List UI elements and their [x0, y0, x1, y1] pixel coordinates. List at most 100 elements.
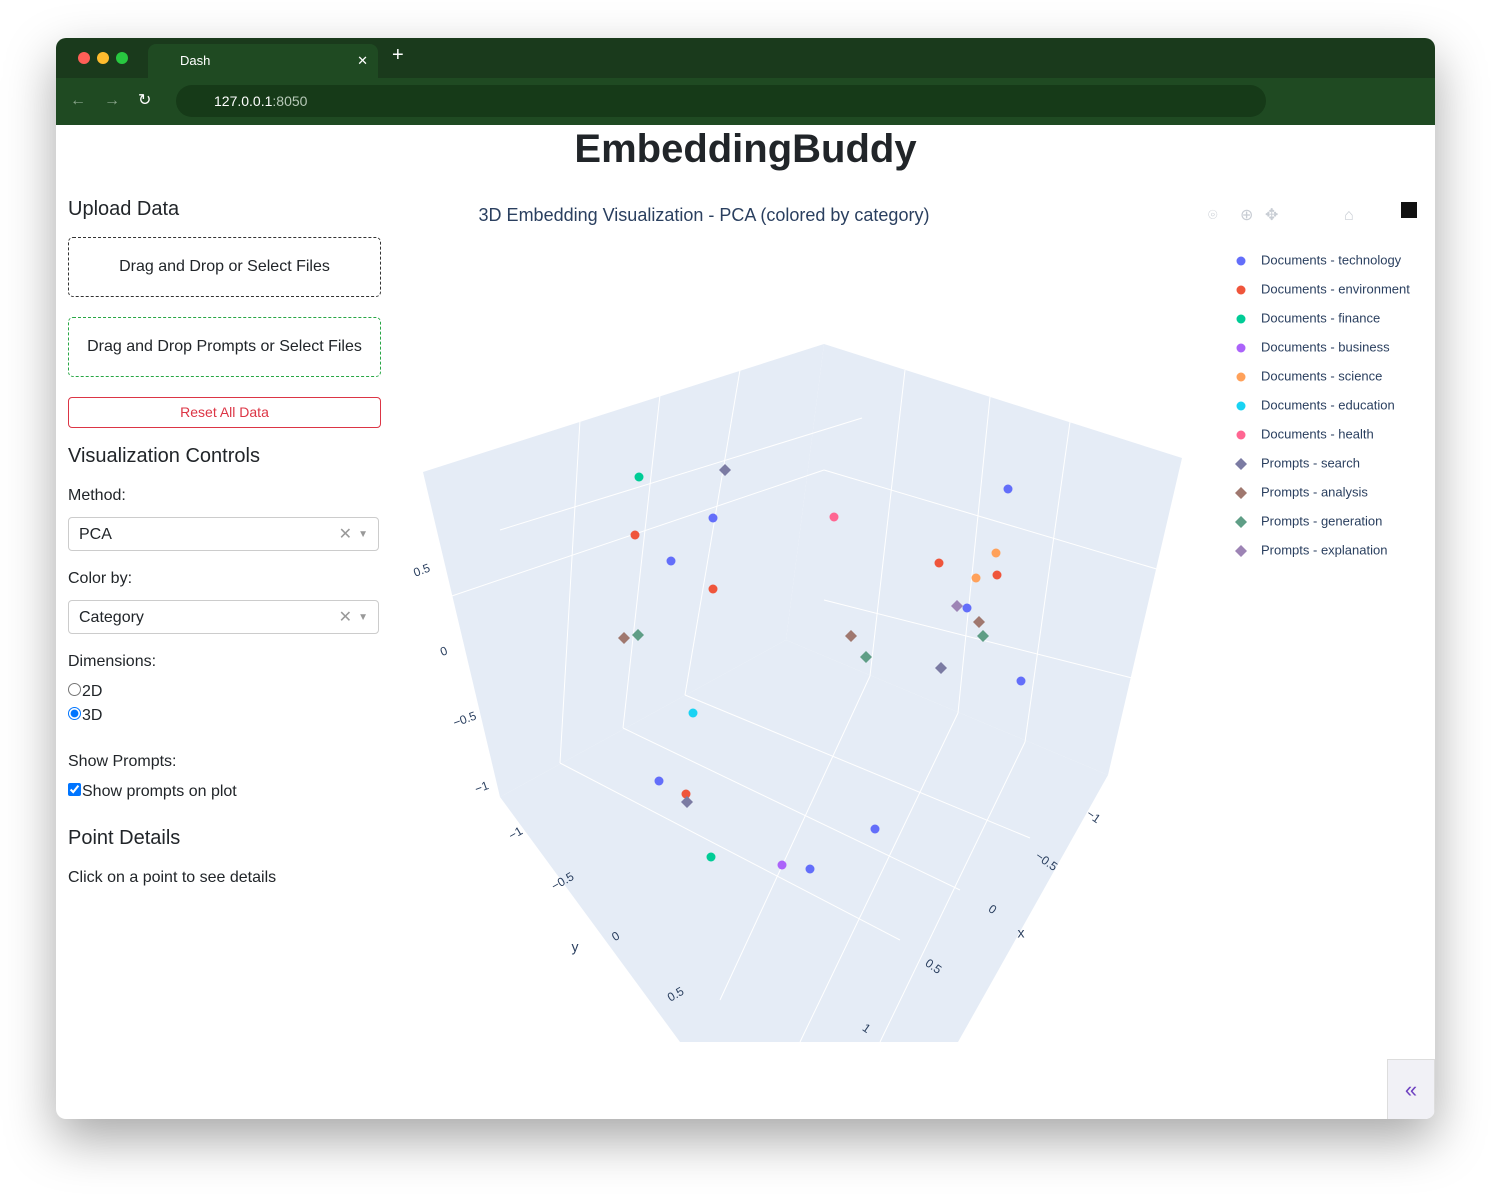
point [845, 630, 857, 642]
legend-label: Documents - education [1261, 397, 1395, 412]
radio[interactable] [68, 683, 81, 696]
legend-marker [1236, 256, 1246, 266]
dim-2d[interactable]: 2D [68, 683, 102, 701]
point [666, 556, 676, 566]
show-prompts-label: Show Prompts: [68, 753, 177, 770]
point [654, 776, 664, 786]
point [708, 584, 718, 594]
dimensions-label: Dimensions: [68, 653, 157, 670]
legend-label: Prompts - analysis [1261, 484, 1368, 499]
legend-label: Prompts - explanation [1261, 542, 1387, 557]
floor [500, 640, 1108, 1042]
color-value: Category [79, 609, 144, 626]
plot-group: 3D Embedding Visualization - PCA (colore… [411, 202, 1417, 1043]
point [870, 824, 880, 834]
logo[interactable] [1401, 202, 1417, 218]
legend-marker [1236, 343, 1246, 353]
legend-marker [1236, 372, 1246, 382]
grid [439, 369, 1161, 1043]
point [688, 708, 698, 718]
details-heading: Point Details [68, 827, 181, 849]
maximize-button[interactable] [116, 52, 128, 64]
tick-label: 0 [438, 643, 449, 659]
point [708, 513, 718, 523]
show-prompts-toggle[interactable]: Show prompts on plot [68, 783, 237, 801]
checkbox-label: Show prompts on plot [82, 783, 237, 800]
point [681, 789, 691, 799]
checkbox[interactable] [68, 783, 81, 796]
method-dropdown[interactable]: PCA ✕ ▼ [68, 517, 379, 551]
axis-title: y [572, 939, 579, 955]
tick-label: −0.5 [451, 708, 478, 729]
point [805, 864, 815, 874]
point [1003, 484, 1013, 494]
point [991, 548, 1001, 558]
radio[interactable] [68, 707, 81, 720]
tab-bar: Dash ✕ + [56, 38, 1435, 78]
toolbar: ←→↻ 127.0.0.1:8050 [56, 78, 1435, 125]
tab-title: Dash [180, 53, 211, 68]
legend-marker [1235, 545, 1247, 557]
point [777, 860, 787, 870]
browser-window: Dash ✕ + ←→↻ 127.0.0.1:8050 EmbeddingBudd… [56, 38, 1435, 1119]
point [951, 600, 963, 612]
url-host: 127.0.0.1 [214, 93, 273, 109]
details-text: Click on a point to see details [68, 869, 277, 886]
legend-label: Prompts - generation [1261, 513, 1382, 528]
legend-marker [1235, 487, 1247, 499]
point [618, 632, 630, 644]
method-label: Method: [68, 487, 126, 504]
legend-marker [1236, 314, 1246, 324]
plot[interactable]: 3D Embedding Visualization - PCA (colore… [56, 125, 1435, 1119]
dim-option: 3D [82, 707, 103, 724]
upload-prompts[interactable]: Drag and Drop Prompts or Select Files [68, 317, 381, 377]
point [973, 616, 985, 628]
point [934, 558, 944, 568]
tab[interactable]: Dash ✕ [148, 44, 378, 78]
legend-label: Documents - science [1261, 368, 1382, 383]
minimize-button[interactable] [97, 52, 109, 64]
modebar[interactable]: ⌾ ⊕ ✥ ⌂ [1208, 207, 1354, 224]
point [634, 472, 644, 482]
legend-label: Documents - health [1261, 426, 1374, 441]
reset-button[interactable]: Reset All Data [68, 397, 381, 428]
address-bar[interactable]: 127.0.0.1:8050 [176, 85, 1266, 117]
svg-text:⌂: ⌂ [1344, 207, 1354, 224]
legend-label: Prompts - search [1261, 455, 1360, 470]
legend-marker [1236, 430, 1246, 440]
method-value: PCA [79, 526, 112, 543]
svg-text:⌾: ⌾ [1208, 207, 1218, 224]
color-dropdown[interactable]: Category ✕ ▼ [68, 600, 379, 634]
point [971, 573, 981, 583]
dim-3d[interactable]: 3D [68, 707, 102, 725]
tab-close[interactable]: ✕ [357, 53, 368, 68]
point [829, 512, 839, 522]
upload-heading: Upload Data [68, 198, 180, 220]
close-button[interactable] [78, 52, 90, 64]
plot-title: 3D Embedding Visualization - PCA (colore… [479, 205, 930, 225]
point [719, 464, 731, 476]
controls-heading: Visualization Controls [68, 445, 260, 467]
point [630, 530, 640, 540]
legend-label: Documents - environment [1261, 281, 1410, 296]
url-port: :8050 [272, 93, 308, 109]
point [977, 630, 989, 642]
point [681, 796, 693, 808]
app: EmbeddingBuddy Upload Data Drag and Drop… [56, 125, 1435, 1119]
point [706, 852, 716, 862]
tick-label: −1 [473, 778, 491, 796]
point [962, 603, 972, 613]
legend-label: Documents - finance [1261, 310, 1380, 325]
upload-files[interactable]: Drag and Drop or Select Files [68, 237, 381, 297]
svg-text:⊕: ⊕ [1240, 207, 1253, 224]
point [860, 651, 872, 663]
axis-title: x [1018, 925, 1025, 941]
sidebar-toggle[interactable]: « [1387, 1059, 1435, 1119]
wall [423, 344, 824, 797]
nav-buttons[interactable]: ←→↻ [70, 92, 170, 109]
app-title: EmbeddingBuddy [574, 127, 917, 171]
legend-marker [1235, 516, 1247, 528]
new-tab[interactable]: + [392, 44, 404, 66]
